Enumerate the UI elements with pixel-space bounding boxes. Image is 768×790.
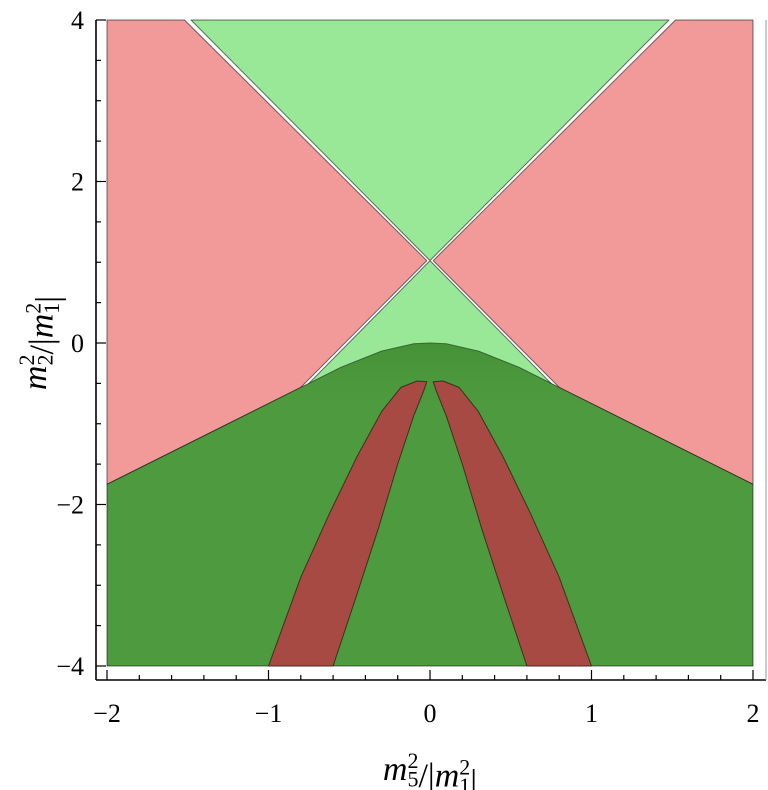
plot-frame [95,20,767,681]
y-axis-label: m22/|m12| [14,296,67,390]
x-tick-label: 1 [585,699,598,728]
x-tick-label: −2 [93,699,121,728]
region-pink-right [432,19,754,485]
region-red-band-right [432,380,592,667]
y-tick-label: −4 [56,652,84,681]
y-tick-label: 2 [71,168,84,197]
y-tick-label: −2 [56,491,84,520]
x-tick-label: −1 [255,699,283,728]
region-pink-left [106,19,428,485]
regions-layer [106,19,754,667]
region-dark-green-dome-shading [107,343,753,666]
x-axis-label: m52/|m12| [383,748,477,790]
y-tick-label: 4 [71,6,84,35]
ticks-layer: −2 −1 0 1 2 −4 −2 0 2 4 [56,6,759,728]
region-red-band-left [268,380,428,667]
x-tick-label: 0 [424,699,437,728]
x-tick-label: 2 [747,699,760,728]
y-tick-label: 0 [71,329,84,358]
